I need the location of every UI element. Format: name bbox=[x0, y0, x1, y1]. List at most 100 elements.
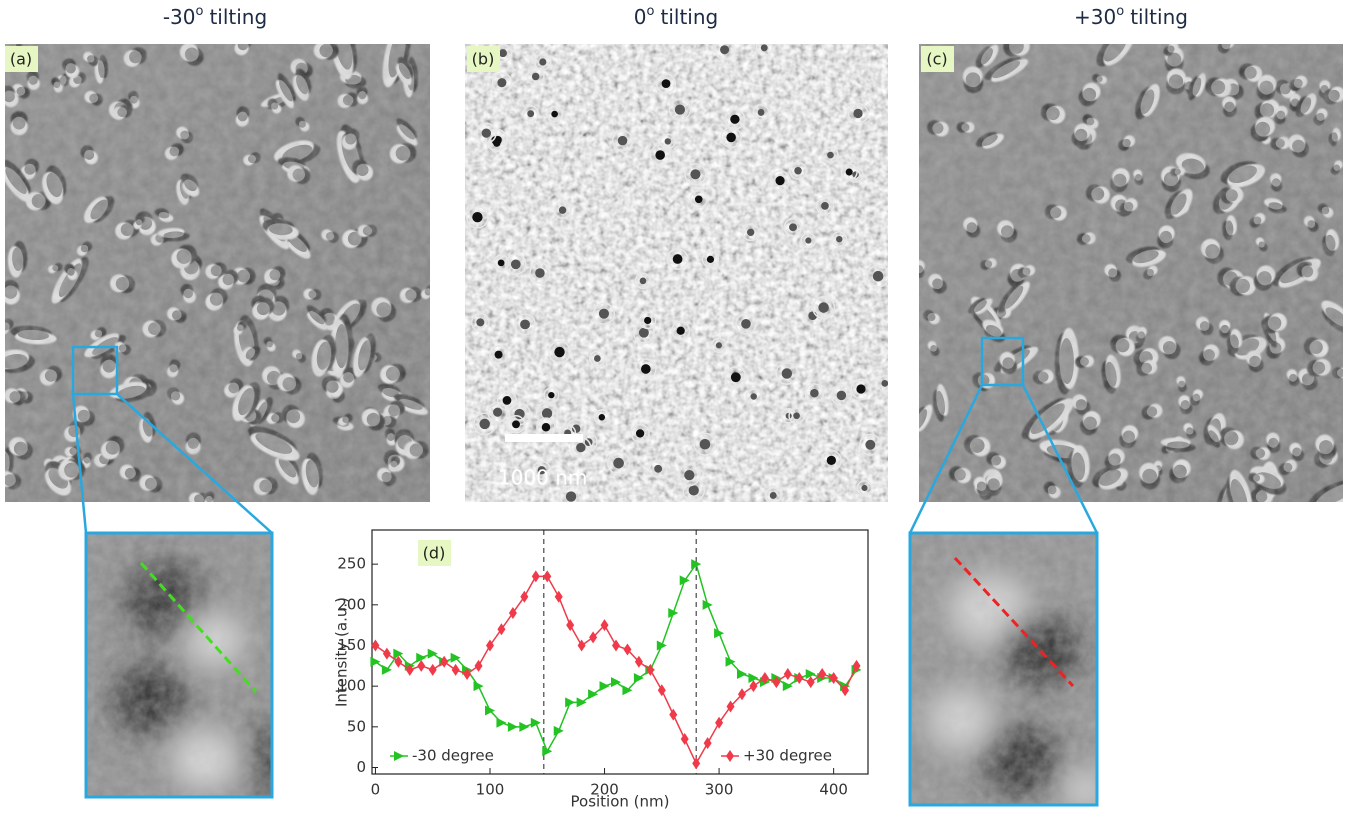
particle-core bbox=[661, 79, 671, 89]
particle-ring bbox=[847, 102, 869, 124]
particle-core bbox=[750, 393, 757, 400]
particle-core bbox=[746, 228, 755, 237]
data-point bbox=[657, 684, 666, 697]
particle-core bbox=[684, 470, 695, 481]
data-point bbox=[542, 746, 553, 757]
particle-core bbox=[541, 408, 553, 419]
data-point bbox=[646, 663, 655, 676]
data-point bbox=[566, 619, 575, 632]
scale-bar-label: 1000 nm bbox=[498, 466, 587, 490]
data-point bbox=[715, 716, 724, 729]
data-point bbox=[473, 681, 484, 692]
particle-ring bbox=[668, 98, 692, 121]
particle-ring bbox=[800, 232, 817, 249]
x-tick-label: 0 bbox=[371, 781, 381, 799]
particle-core bbox=[512, 420, 520, 429]
data-point bbox=[656, 640, 667, 651]
particle-core bbox=[672, 254, 683, 264]
particle-core bbox=[655, 150, 665, 160]
data-point bbox=[691, 559, 702, 570]
particle-ring bbox=[489, 345, 508, 365]
particle-ring bbox=[634, 272, 652, 290]
particle-ring bbox=[789, 161, 808, 180]
particle-core bbox=[861, 484, 868, 492]
data-point bbox=[370, 656, 381, 667]
particle-core bbox=[494, 350, 503, 359]
particle-ring bbox=[724, 366, 747, 389]
particle-core bbox=[706, 255, 715, 263]
particle-core bbox=[565, 491, 577, 502]
particle-ring bbox=[783, 217, 803, 237]
particle-core bbox=[654, 464, 663, 473]
particle-ring bbox=[815, 196, 835, 216]
particle-ring bbox=[693, 432, 717, 456]
particle-ring bbox=[788, 407, 805, 424]
data-point bbox=[427, 648, 438, 659]
particle-core bbox=[676, 326, 685, 335]
data-point bbox=[679, 575, 690, 586]
y-tick-label: 50 bbox=[347, 717, 366, 735]
title-text: tilting bbox=[660, 5, 718, 29]
data-point bbox=[703, 737, 712, 750]
particle-core bbox=[810, 388, 819, 398]
data-point bbox=[508, 606, 517, 619]
data-point bbox=[669, 708, 678, 721]
data-point bbox=[852, 659, 861, 672]
particle-ring bbox=[684, 163, 707, 186]
particle-core bbox=[640, 364, 651, 374]
data-point bbox=[772, 676, 781, 689]
particle-core bbox=[757, 109, 765, 116]
y-tick-label: 0 bbox=[356, 758, 366, 776]
particle-ring bbox=[638, 311, 657, 330]
data-point bbox=[451, 663, 460, 676]
data-point bbox=[725, 656, 736, 667]
particle-ring bbox=[666, 248, 689, 270]
tem-image bbox=[919, 44, 1343, 502]
data-point bbox=[634, 655, 643, 668]
x-tick-label: 200 bbox=[590, 781, 619, 799]
particle-ring bbox=[606, 451, 631, 475]
image-noise bbox=[86, 533, 272, 797]
particle-core bbox=[836, 235, 843, 243]
particle-core bbox=[493, 407, 503, 417]
particle-core bbox=[520, 319, 530, 330]
plot-frame bbox=[371, 529, 869, 775]
image-noise bbox=[910, 533, 1097, 805]
image-noise bbox=[5, 44, 430, 502]
title-degree: o bbox=[1116, 4, 1124, 19]
label-bg bbox=[467, 46, 500, 72]
particle-ring bbox=[648, 459, 668, 479]
particle-core bbox=[535, 268, 545, 278]
particle-ring bbox=[714, 44, 735, 60]
profile-line bbox=[139, 562, 258, 693]
panel-title: -30o tilting bbox=[163, 4, 267, 29]
zoom-connector bbox=[116, 393, 273, 534]
image-noise bbox=[919, 44, 1343, 502]
x-axis-title: Position (nm) bbox=[571, 793, 670, 811]
particle-core bbox=[598, 308, 609, 319]
legend-marker bbox=[726, 750, 734, 762]
particle-ring bbox=[735, 313, 757, 335]
zoom-inset bbox=[910, 533, 1097, 805]
particle-core bbox=[598, 413, 606, 421]
particle-ring bbox=[548, 340, 571, 364]
data-point bbox=[543, 570, 552, 583]
data-point bbox=[554, 590, 563, 603]
particle-ring bbox=[701, 250, 720, 269]
particle-core bbox=[730, 114, 740, 124]
particle-core bbox=[571, 424, 581, 433]
title-degree: o bbox=[647, 4, 655, 19]
particle-ring bbox=[689, 190, 708, 209]
data-point bbox=[692, 757, 701, 770]
particle-core bbox=[690, 169, 701, 180]
particle-ring bbox=[775, 362, 799, 385]
data-point bbox=[841, 684, 850, 697]
particle-core bbox=[613, 457, 624, 469]
particle-ring bbox=[840, 163, 858, 181]
particle-ring bbox=[475, 122, 497, 144]
particle-core bbox=[818, 302, 829, 313]
particle-ring bbox=[764, 486, 782, 502]
particle-core bbox=[699, 438, 711, 450]
label-bg bbox=[418, 540, 451, 566]
